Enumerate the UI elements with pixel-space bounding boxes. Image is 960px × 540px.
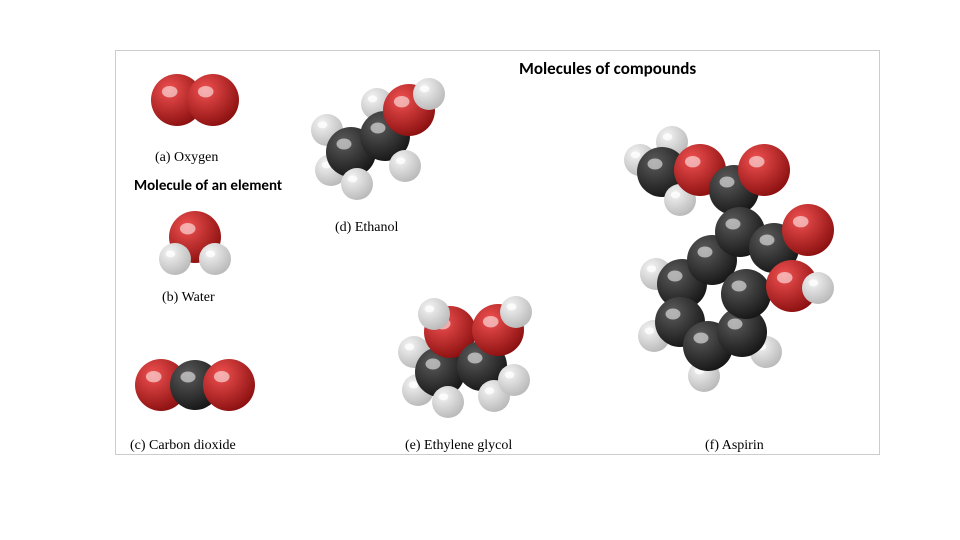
caption-a: (a) Oxygen	[155, 150, 218, 166]
header-compounds: Molecules of compounds	[515, 56, 700, 81]
caption-e: (e) Ethylene glycol	[405, 438, 512, 454]
caption-b: (b) Water	[162, 290, 215, 306]
molecule-aspirin	[624, 126, 834, 392]
caption-d: (d) Ethanol	[335, 220, 398, 236]
molecule-ethanol	[311, 78, 445, 200]
molecule-oxygen	[151, 74, 239, 126]
caption-f: (f) Aspirin	[705, 438, 764, 454]
header-element: Molecule of an element	[130, 175, 286, 197]
caption-c: (c) Carbon dioxide	[130, 438, 236, 454]
molecule-co2	[135, 359, 255, 411]
molecule-water	[159, 211, 231, 275]
molecule-glycol	[398, 296, 532, 418]
